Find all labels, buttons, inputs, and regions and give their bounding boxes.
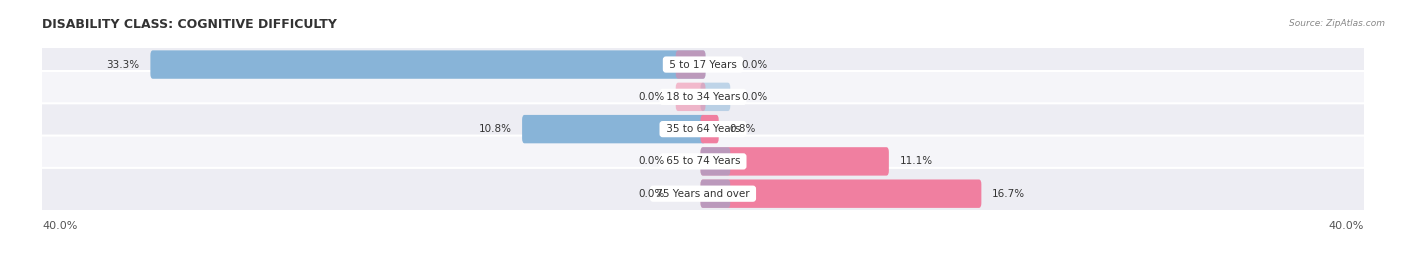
- Text: 10.8%: 10.8%: [478, 124, 512, 134]
- Text: 0.0%: 0.0%: [638, 156, 665, 167]
- FancyBboxPatch shape: [700, 147, 730, 176]
- FancyBboxPatch shape: [700, 147, 889, 176]
- FancyBboxPatch shape: [676, 83, 706, 111]
- FancyBboxPatch shape: [37, 136, 1369, 187]
- FancyBboxPatch shape: [700, 179, 981, 208]
- Text: 40.0%: 40.0%: [42, 221, 77, 231]
- FancyBboxPatch shape: [522, 115, 706, 143]
- Text: 40.0%: 40.0%: [1329, 221, 1364, 231]
- Text: 75 Years and over: 75 Years and over: [652, 189, 754, 199]
- FancyBboxPatch shape: [700, 115, 718, 143]
- Text: 35 to 64 Years: 35 to 64 Years: [662, 124, 744, 134]
- Text: 33.3%: 33.3%: [107, 59, 139, 70]
- FancyBboxPatch shape: [700, 179, 730, 208]
- Text: 16.7%: 16.7%: [993, 189, 1025, 199]
- FancyBboxPatch shape: [150, 50, 706, 79]
- FancyBboxPatch shape: [37, 71, 1369, 123]
- FancyBboxPatch shape: [676, 50, 706, 79]
- Text: Source: ZipAtlas.com: Source: ZipAtlas.com: [1289, 19, 1385, 28]
- FancyBboxPatch shape: [37, 103, 1369, 155]
- FancyBboxPatch shape: [700, 83, 730, 111]
- Text: 0.0%: 0.0%: [638, 92, 665, 102]
- Text: 0.0%: 0.0%: [741, 59, 768, 70]
- Text: 5 to 17 Years: 5 to 17 Years: [666, 59, 740, 70]
- Text: DISABILITY CLASS: COGNITIVE DIFFICULTY: DISABILITY CLASS: COGNITIVE DIFFICULTY: [42, 18, 337, 31]
- FancyBboxPatch shape: [37, 168, 1369, 220]
- Text: 65 to 74 Years: 65 to 74 Years: [662, 156, 744, 167]
- Text: 11.1%: 11.1%: [900, 156, 932, 167]
- Text: 0.8%: 0.8%: [730, 124, 756, 134]
- FancyBboxPatch shape: [37, 39, 1369, 90]
- Text: 18 to 34 Years: 18 to 34 Years: [662, 92, 744, 102]
- Text: 0.0%: 0.0%: [638, 189, 665, 199]
- Text: 0.0%: 0.0%: [741, 92, 768, 102]
